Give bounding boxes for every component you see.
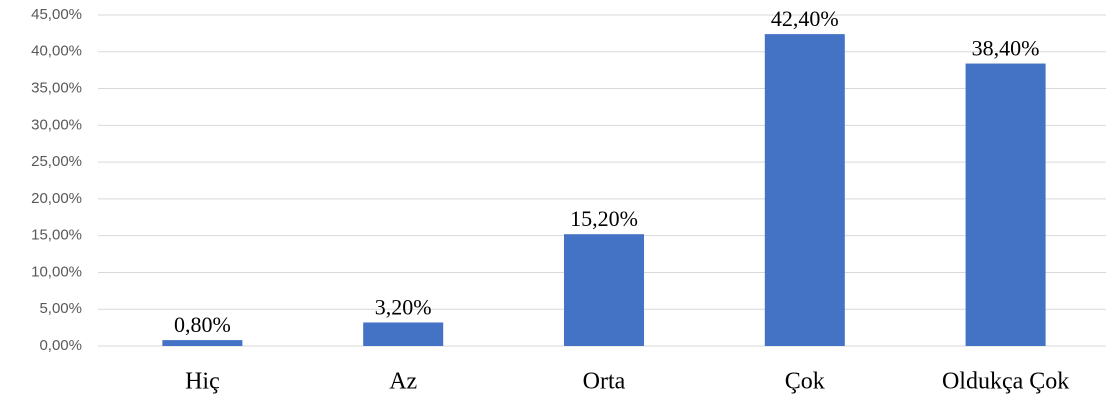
y-tick-label: 45,00% [31, 6, 82, 23]
data-label: 42,40% [771, 6, 839, 31]
data-label: 3,20% [375, 295, 432, 320]
x-tick-label: Oldukça Çok [942, 369, 1069, 395]
y-tick-label: 0,00% [39, 337, 82, 354]
x-tick-label: Az [389, 369, 417, 395]
data-label: 38,40% [972, 36, 1040, 61]
bar [965, 63, 1046, 347]
y-tick-label: 30,00% [31, 116, 82, 133]
y-tick-label: 5,00% [39, 300, 82, 317]
bar [564, 234, 644, 346]
y-tick-label: 20,00% [31, 190, 82, 207]
bar [162, 340, 243, 346]
x-tick-label: Çok [785, 369, 825, 395]
data-label: 0,80% [174, 312, 231, 337]
data-label: 15,20% [570, 206, 638, 231]
y-tick-label: 35,00% [31, 80, 82, 97]
x-tick-label: Orta [583, 369, 626, 395]
bar [363, 322, 444, 346]
x-tick-label: Hiç [185, 369, 220, 395]
y-tick-label: 25,00% [31, 153, 82, 170]
y-tick-label: 15,00% [31, 227, 82, 244]
y-tick-label: 10,00% [31, 263, 82, 280]
bar [764, 34, 845, 346]
y-tick-label: 40,00% [31, 43, 82, 60]
